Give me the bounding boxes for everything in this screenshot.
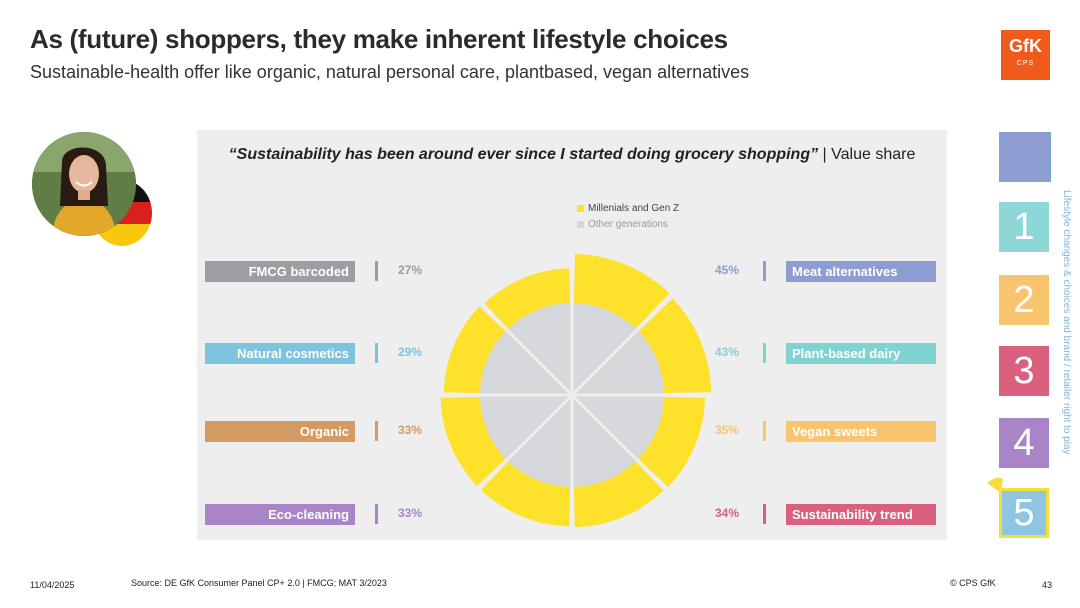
category-tick (763, 343, 766, 363)
segment-other-eco-cleaning (506, 395, 572, 487)
category-tick (375, 504, 378, 524)
footer-copyright: © CPS GfK (950, 578, 996, 588)
category-bar-vegan-sweets: Vegan sweets (786, 421, 936, 442)
segment-other-natural-cosmetics (480, 329, 572, 395)
segment-other-vegan-sweets (572, 395, 664, 461)
category-bar-plant-based-dairy: Plant-based dairy (786, 343, 936, 364)
category-tick (375, 421, 378, 441)
section-nav-item-2[interactable]: 2 (999, 275, 1049, 325)
page-subtitle: Sustainable-health offer like organic, n… (30, 62, 750, 82)
chart-title-suffix: | Value share (818, 146, 916, 163)
category-bar-natural-cosmetics: Natural cosmetics (205, 343, 355, 364)
category-value-eco-cleaning: 33% (398, 506, 423, 520)
category-tick (763, 261, 766, 281)
segment-divider (464, 287, 574, 397)
chart-title-quote: “Sustainability has been around ever sin… (228, 146, 819, 163)
category-tick (763, 504, 766, 524)
legend-label: Millenials and Gen Z (588, 202, 680, 214)
logo-text: GfK (1009, 36, 1042, 56)
footer-page-number: 43 (1042, 580, 1053, 590)
category-tick (763, 421, 766, 441)
radial-chart (422, 245, 722, 540)
section-nav-item-overview[interactable] (999, 132, 1049, 182)
category-bar-sustainability-trend: Sustainability trend (786, 504, 936, 525)
category-value-organic: 33% (398, 423, 423, 437)
footer-date: 11/04/2025 (30, 580, 75, 590)
section-nav-item-4[interactable]: 4 (999, 418, 1049, 468)
legend-swatch-grey (577, 220, 584, 228)
category-bar-fmcg-barcoded: FMCG barcoded (205, 261, 355, 282)
segment-other-plant-based-dairy (572, 329, 664, 395)
segment-divider (464, 393, 574, 503)
segment-divider (570, 393, 680, 503)
gfk-logo: GfK CPS (1001, 30, 1050, 80)
segment-divider (570, 287, 680, 397)
category-bar-meat-alternatives: Meat alternatives (786, 261, 936, 282)
category-value-plant-based-dairy: 43% (715, 345, 740, 359)
legend-label: Other generations (588, 218, 669, 230)
sidebar-accent-line (1049, 132, 1051, 182)
section-nav-item-1[interactable]: 1 (999, 202, 1049, 252)
avatar (32, 132, 136, 236)
category-bar-organic: Organic (205, 421, 355, 442)
category-value-vegan-sweets: 35% (715, 423, 740, 437)
category-value-meat-alternatives: 45% (715, 263, 740, 277)
category-tick (375, 343, 378, 363)
category-value-natural-cosmetics: 29% (398, 345, 423, 359)
legend-swatch-yellow (577, 204, 584, 212)
category-tick (375, 261, 378, 281)
legend-item-millenials: Millenials and Gen Z (577, 200, 679, 216)
segment-other-organic (480, 395, 572, 461)
section-nav-item-5[interactable]: 5 (999, 488, 1049, 538)
category-value-fmcg-barcoded: 27% (398, 263, 423, 277)
logo-subtext: CPS (1016, 60, 1035, 67)
current-section-pointer-icon (987, 477, 1003, 493)
chart-legend: Millenials and Gen Z Other generations (577, 200, 679, 232)
section-nav-item-3[interactable]: 3 (999, 346, 1049, 396)
segment-other-meat-alternatives (572, 303, 638, 395)
segment-other-fmcg-barcoded (506, 303, 572, 395)
footer-source: Source: DE GfK Consumer Panel CP+ 2.0 | … (131, 578, 387, 588)
segment-other-sustainability-trend (572, 395, 638, 487)
category-value-sustainability-trend: 34% (715, 506, 740, 520)
legend-item-other: Other generations (577, 216, 679, 232)
sidebar-vertical-text: Lifestyle changes & choices and brand / … (1061, 190, 1072, 455)
page-title: As (future) shoppers, they make inherent… (30, 24, 728, 54)
category-bar-eco-cleaning: Eco-cleaning (205, 504, 355, 525)
chart-panel: “Sustainability has been around ever sin… (197, 130, 947, 540)
chart-title: “Sustainability has been around ever sin… (197, 146, 947, 164)
